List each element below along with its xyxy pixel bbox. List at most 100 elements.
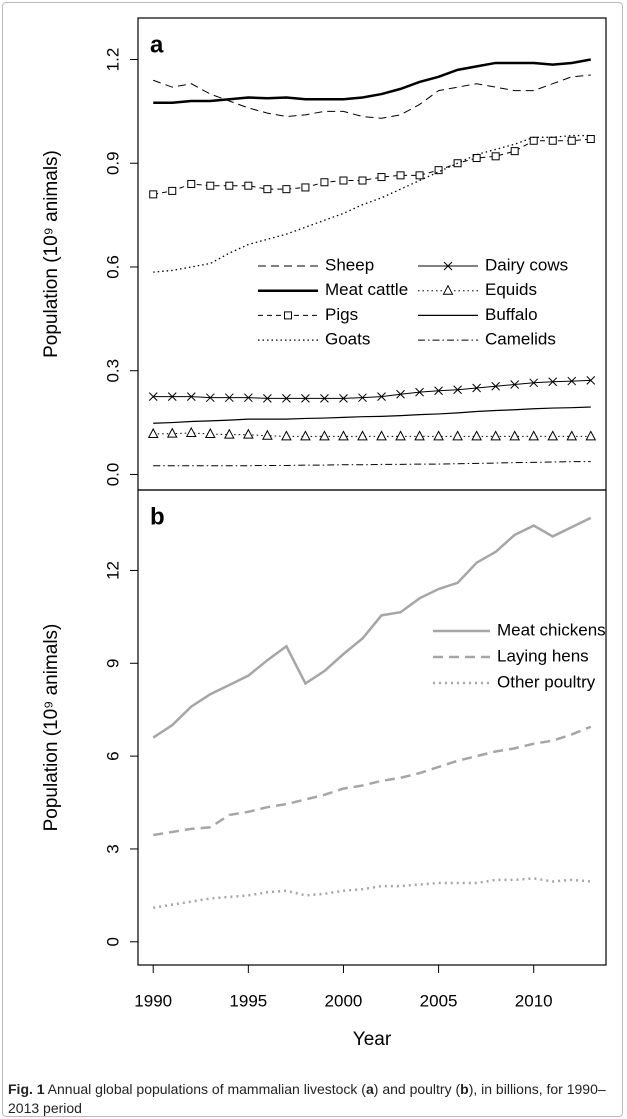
marker bbox=[320, 178, 329, 187]
marker bbox=[339, 176, 348, 185]
marker bbox=[301, 183, 310, 192]
marker bbox=[168, 186, 177, 195]
marker bbox=[395, 430, 406, 441]
marker bbox=[586, 376, 596, 385]
marker bbox=[243, 428, 254, 439]
marker bbox=[320, 394, 329, 403]
marker bbox=[528, 430, 540, 441]
legend-label: Buffalo bbox=[485, 305, 538, 324]
marker bbox=[529, 136, 538, 145]
marker bbox=[509, 430, 521, 441]
marker bbox=[148, 392, 158, 401]
marker bbox=[472, 383, 481, 393]
marker bbox=[529, 378, 539, 388]
y-tick-label: 3 bbox=[103, 844, 122, 853]
marker bbox=[167, 392, 177, 401]
series-line bbox=[153, 406, 591, 424]
marker bbox=[244, 181, 253, 190]
marker bbox=[491, 152, 500, 161]
legend-label: Other poultry bbox=[497, 672, 596, 691]
caption: Fig. 1 Annual global populations of mamm… bbox=[8, 1080, 608, 1118]
marker bbox=[415, 387, 424, 397]
series-line bbox=[153, 379, 591, 399]
marker bbox=[225, 181, 234, 190]
series-line bbox=[153, 138, 591, 195]
y-tick-label: 0 bbox=[103, 937, 122, 946]
marker bbox=[262, 429, 273, 440]
y-tick-label: 0.3 bbox=[103, 359, 122, 383]
marker bbox=[376, 430, 387, 441]
marker bbox=[263, 394, 272, 403]
x-tick-label: 1990 bbox=[134, 991, 172, 1010]
marker bbox=[396, 171, 405, 180]
y-axis-label: Population (10⁹ animals) bbox=[41, 150, 62, 358]
x-tick-label: 2010 bbox=[515, 991, 553, 1010]
marker bbox=[377, 173, 386, 182]
marker bbox=[548, 136, 557, 145]
marker bbox=[567, 376, 577, 386]
marker bbox=[585, 430, 597, 441]
marker bbox=[471, 430, 482, 441]
caption-text: a bbox=[365, 1081, 374, 1097]
x-axis-label: Year bbox=[353, 1029, 392, 1050]
marker bbox=[566, 430, 578, 441]
marker bbox=[442, 284, 454, 295]
marker bbox=[415, 171, 424, 180]
series-line bbox=[153, 725, 592, 837]
marker bbox=[358, 176, 367, 185]
marker bbox=[263, 185, 272, 194]
series-line bbox=[152, 516, 592, 739]
marker bbox=[547, 430, 559, 441]
caption-label: Fig. 1 bbox=[8, 1081, 45, 1097]
legend-label: Equids bbox=[485, 280, 537, 299]
marker bbox=[434, 166, 443, 175]
series-line bbox=[153, 58, 592, 104]
marker bbox=[377, 392, 386, 401]
marker bbox=[472, 154, 481, 163]
marker bbox=[166, 427, 178, 438]
marker bbox=[396, 389, 405, 399]
caption-text: b bbox=[460, 1081, 469, 1097]
caption-text: Annual global populations of mammalian l… bbox=[44, 1081, 366, 1097]
legend-label: Sheep bbox=[325, 255, 374, 274]
marker bbox=[567, 136, 576, 145]
legend-label: Camelids bbox=[485, 330, 556, 349]
y-tick-label: 12 bbox=[103, 561, 122, 580]
marker bbox=[357, 430, 368, 441]
marker bbox=[284, 311, 292, 320]
marker bbox=[224, 393, 234, 403]
panel-label: b bbox=[150, 503, 165, 530]
marker bbox=[548, 377, 558, 387]
marker bbox=[281, 430, 292, 441]
marker bbox=[339, 394, 348, 403]
x-tick-label: 1995 bbox=[229, 991, 267, 1010]
marker bbox=[491, 381, 501, 391]
marker bbox=[434, 386, 443, 396]
marker bbox=[300, 430, 311, 441]
panel-label: a bbox=[150, 31, 164, 58]
marker bbox=[185, 426, 197, 437]
marker bbox=[187, 179, 196, 188]
x-tick-label: 2000 bbox=[325, 991, 363, 1010]
legend-label: Pigs bbox=[325, 305, 358, 324]
y-tick-label: 9 bbox=[103, 659, 122, 668]
marker bbox=[243, 393, 253, 403]
marker bbox=[149, 190, 158, 199]
legend-label: Meat chickens bbox=[497, 620, 606, 639]
marker bbox=[319, 430, 330, 441]
caption-text: ) and poultry ( bbox=[373, 1081, 461, 1097]
marker bbox=[186, 392, 196, 401]
marker bbox=[443, 261, 453, 271]
marker bbox=[490, 430, 501, 441]
marker bbox=[433, 430, 444, 441]
marker bbox=[510, 380, 520, 389]
marker bbox=[204, 427, 216, 438]
marker bbox=[453, 385, 462, 395]
marker bbox=[414, 430, 425, 441]
y-tick-label: 0.6 bbox=[103, 255, 122, 279]
marker bbox=[586, 135, 595, 144]
plot-frame bbox=[137, 17, 607, 491]
series-line bbox=[153, 461, 591, 467]
x-tick-label: 2005 bbox=[420, 991, 458, 1010]
